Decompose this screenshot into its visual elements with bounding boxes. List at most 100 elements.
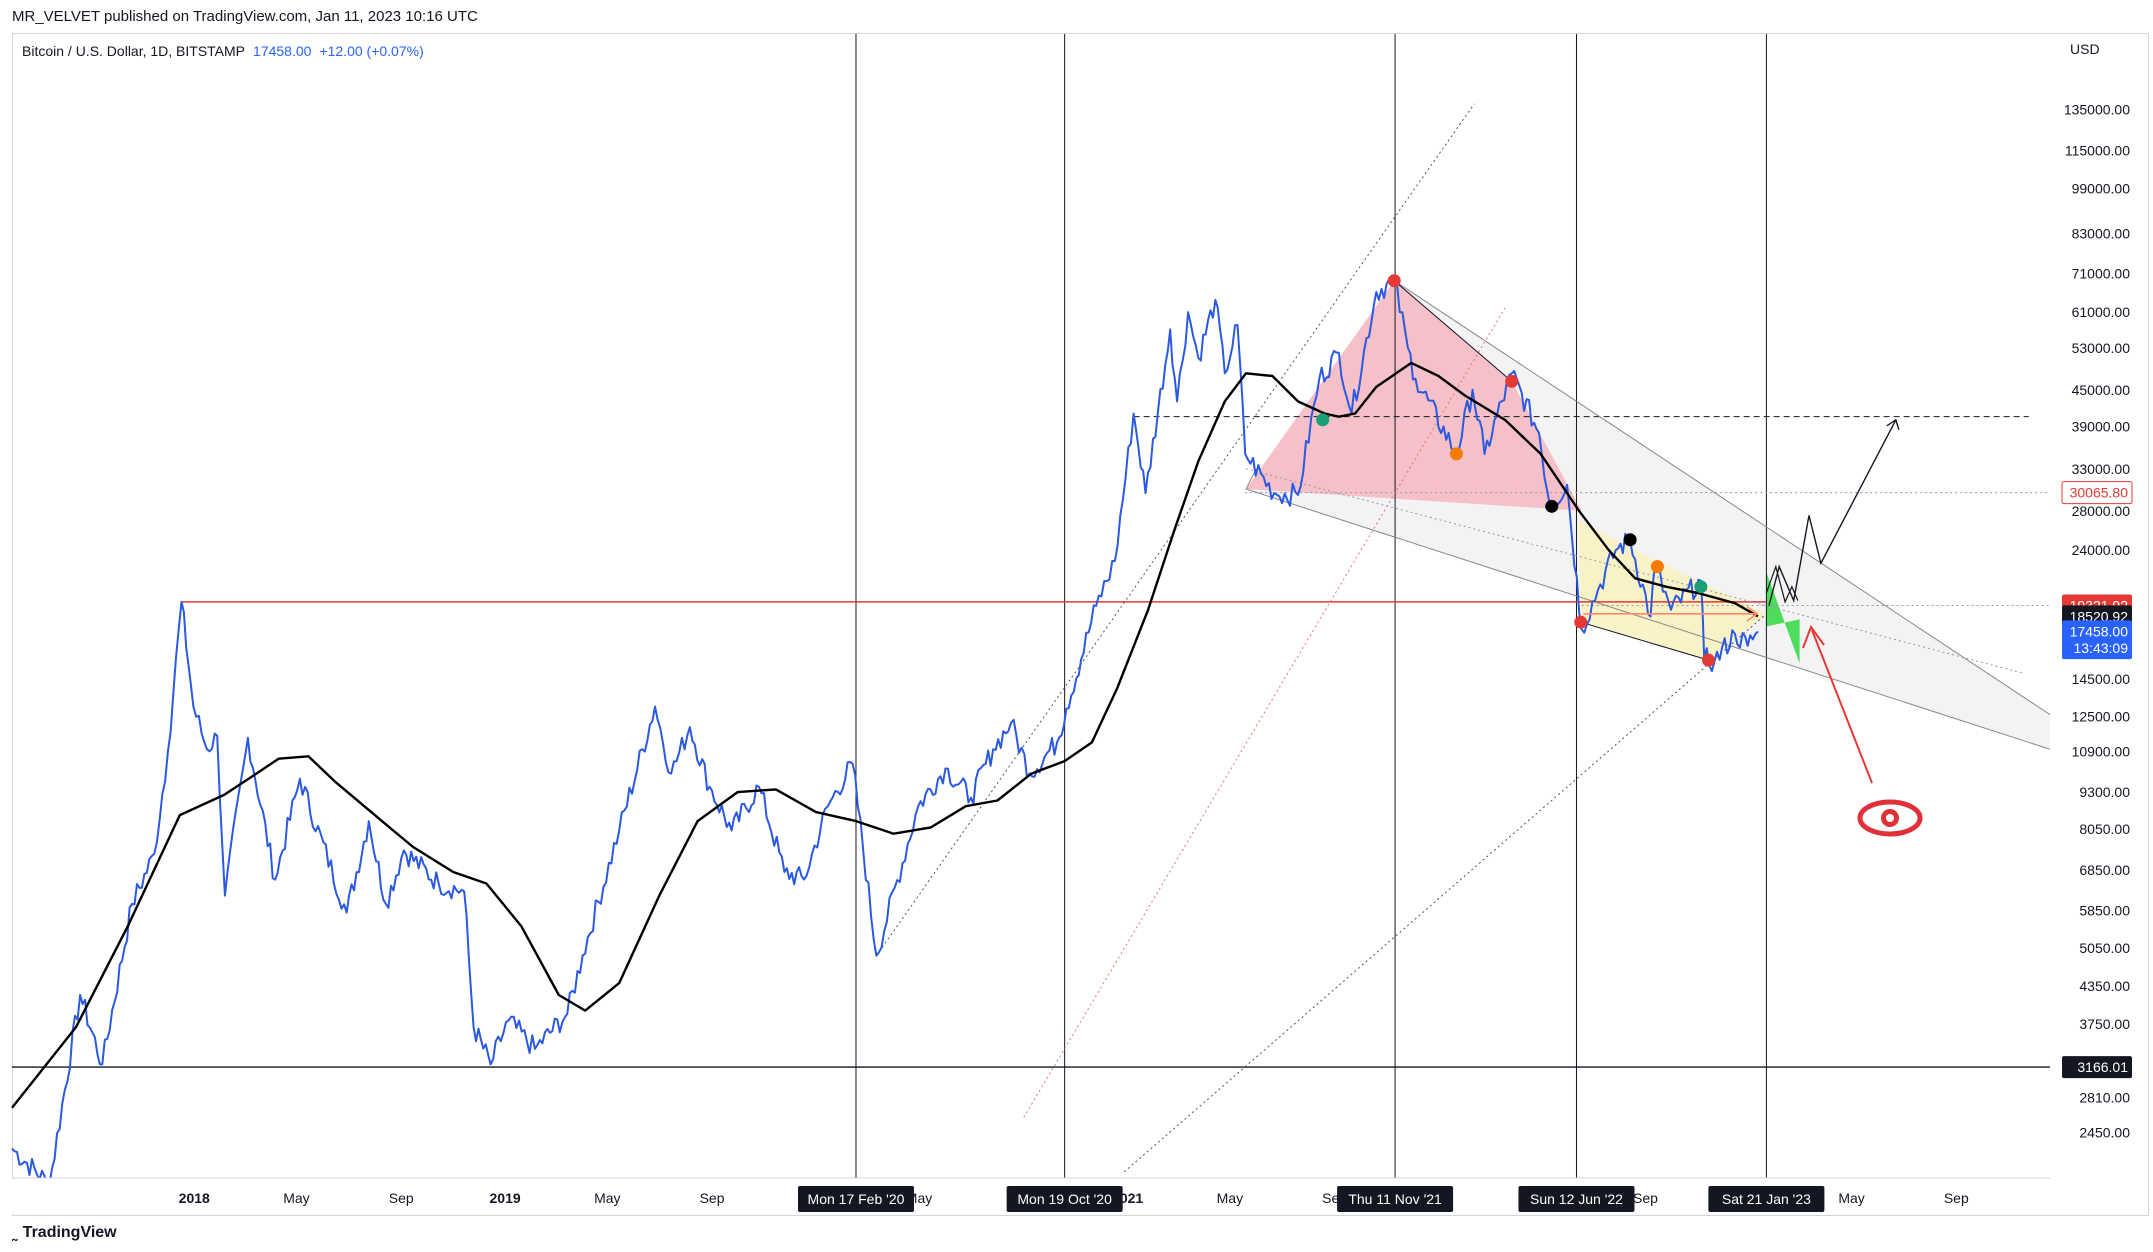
symbol-legend: Bitcoin / U.S. Dollar, 1D, BITSTAMP 17458…	[22, 43, 424, 59]
time-tick-label: Sep	[700, 1190, 725, 1206]
pivot-marker	[1316, 413, 1330, 427]
price-tick-label: 83000.00	[2072, 226, 2131, 242]
price-axis: 135000.00 115000.00 99000.00 83000.00 71000.…	[2050, 34, 2146, 1178]
price-tick-label: 9300.00	[2079, 784, 2130, 800]
legend-symbol: Bitcoin / U.S. Dollar, 1D, BITSTAMP	[22, 43, 246, 59]
red-arrow-head	[1802, 624, 1825, 649]
price-tick-label: 53000.00	[2072, 340, 2131, 356]
price-tick-label: 12500.00	[2072, 709, 2131, 725]
price-series-line	[11, 276, 1759, 1193]
price-tick-label: 5850.00	[2079, 902, 2130, 918]
projection-path	[1768, 419, 1897, 606]
time-tick-label: May	[283, 1190, 309, 1206]
orange-arrow-head	[1746, 606, 1759, 622]
price-tick-label: 2450.00	[2079, 1125, 2130, 1141]
levels-layer	[12, 416, 2050, 1068]
trendline	[1393, 280, 2051, 716]
price-tick-label: 115000.00	[2065, 142, 2130, 158]
time-marker-label: Sat 21 Jan '23	[1722, 1191, 1811, 1207]
time-tick-label: May	[1217, 1190, 1243, 1206]
moving-average-line	[11, 361, 1759, 1109]
tradingview-logo-icon: ˷	[12, 1223, 18, 1242]
trendline	[1580, 621, 1709, 661]
price-label-box	[2061, 481, 2133, 505]
time-marker-box	[1006, 1186, 1123, 1212]
price-tick-label: 4350.00	[2079, 978, 2130, 994]
pivot-marker	[1623, 533, 1637, 547]
price-label: 13:43:09	[2074, 640, 2129, 656]
price-label: 3166.01	[2077, 1059, 2128, 1075]
time-axis: 2018 May Sep 2019 May Sep May 2021 May Sep Sep May S…	[12, 1177, 2050, 1214]
pivot-marker	[1701, 653, 1715, 667]
price-label: 18520.92	[2070, 608, 2129, 624]
price-label: USD	[2070, 41, 2100, 57]
trendline	[1245, 468, 2025, 675]
trendline	[1023, 307, 1506, 1118]
green-zone	[1766, 572, 1800, 664]
price-tick-label: 5050.00	[2079, 940, 2130, 956]
green-zone-path	[1765, 564, 1799, 604]
legend-price: 17458.00	[253, 43, 312, 59]
brand-label: TradingView	[22, 1224, 117, 1241]
time-tick-label: Sep	[1633, 1190, 1658, 1206]
price-tick-label: 45000.00	[2072, 382, 2131, 398]
time-marker-label: Mon 17 Feb '20	[808, 1191, 905, 1207]
chart-frame	[12, 33, 2149, 1216]
price-tick-label: 24000.00	[2072, 542, 2131, 558]
pivot-marker	[1574, 615, 1588, 629]
pivot-marker	[1545, 499, 1559, 513]
price-tick-label: 135000.00	[2064, 101, 2130, 117]
trendline	[1393, 280, 1513, 382]
price-tick-label: 71000.00	[2072, 265, 2131, 281]
eye-icon	[1857, 799, 1923, 837]
annotations-layer	[1583, 418, 1923, 837]
price-tick-label: 6850.00	[2079, 862, 2130, 878]
time-marker-box	[1708, 1186, 1825, 1212]
yellow-zone	[1578, 520, 1767, 661]
time-tick-label: 2018	[179, 1190, 210, 1206]
trendline	[1123, 613, 1767, 1173]
time-marker-box	[1518, 1186, 1635, 1212]
markers-layer	[1316, 274, 1715, 667]
time-tick-label: May	[1838, 1190, 1864, 1206]
red-triangle-zone	[1246, 280, 1582, 511]
price-label-box	[2062, 637, 2132, 660]
zones-layer	[1246, 280, 2050, 750]
price-tick-label: 39000.00	[2072, 418, 2131, 434]
time-tick-label: Sep	[389, 1190, 414, 1206]
price-tick-label: 10900.00	[2072, 744, 2131, 760]
red-arrow-line	[1811, 629, 1873, 784]
pivot-marker	[1387, 274, 1401, 288]
red-wedge-zone	[1394, 280, 1582, 511]
time-tick-label: Sep	[1944, 1190, 1969, 1206]
price-tick-label: 8050.00	[2079, 821, 2130, 837]
time-marker-label: Mon 19 Oct '20	[1017, 1191, 1112, 1207]
time-marker-label: Sun 12 Jun '22	[1530, 1191, 1623, 1207]
price-label: 30065.80	[2070, 485, 2129, 501]
time-tick-label: 2019	[490, 1190, 521, 1206]
time-tick-label: May	[594, 1190, 620, 1206]
price-tick-label: 28000.00	[2072, 503, 2131, 519]
price-label-box	[2062, 620, 2132, 643]
price-tick-label: 99000.00	[2072, 181, 2131, 197]
trendline	[1245, 488, 2051, 750]
price-tick-label: 3750.00	[2079, 1016, 2130, 1032]
price-tick-label: 2810.00	[2079, 1090, 2130, 1106]
projection-arrowhead	[1886, 418, 1900, 431]
pivot-marker	[1449, 447, 1463, 461]
price-label: 17458.00	[2070, 623, 2129, 639]
pivot-marker	[1505, 374, 1519, 388]
series-layer	[11, 276, 1759, 1193]
pivot-marker	[1650, 560, 1664, 574]
pivot-marker	[1694, 580, 1708, 594]
time-marker-box	[1337, 1186, 1454, 1212]
price-tick-label: 14500.00	[2072, 671, 2131, 687]
publisher-info: MR_VELVET published on TradingView.com, …	[12, 8, 478, 25]
price-tick-label: 33000.00	[2072, 461, 2131, 477]
legend-change: +12.00 (+0.07%)	[319, 43, 424, 59]
price-label-box	[2062, 1056, 2132, 1079]
time-marker-label: Thu 11 Nov '21	[1348, 1191, 1442, 1207]
time-marker-box	[797, 1186, 914, 1212]
footer-brand[interactable]: ˷ TradingView	[12, 1223, 117, 1243]
